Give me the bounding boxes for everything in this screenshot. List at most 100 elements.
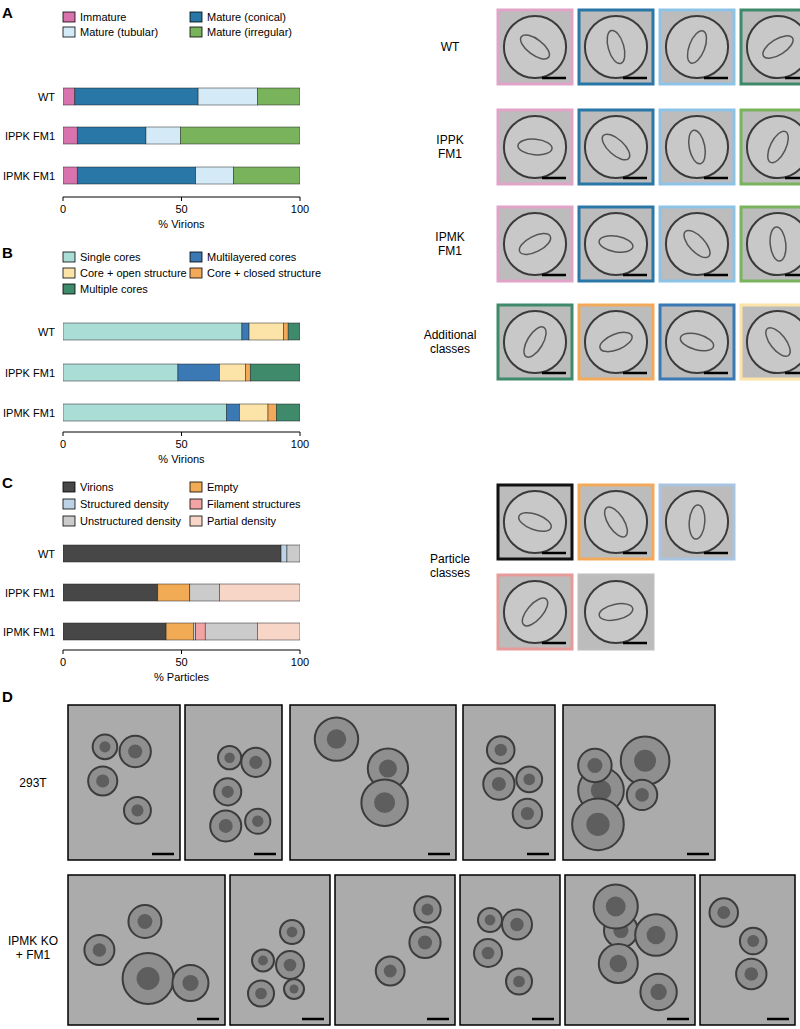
tomogram-image	[498, 110, 572, 184]
bar-segment	[288, 323, 300, 340]
legend-swatch	[63, 12, 75, 22]
axis-title: % Virions	[158, 218, 205, 230]
bar-segment	[63, 404, 227, 421]
bar-segment	[276, 404, 300, 421]
panel-label: C	[2, 474, 13, 491]
legend-swatch	[190, 252, 202, 262]
figure: ImmatureMature (conical)Mature (tubular)…	[0, 0, 800, 1029]
bar-segment	[196, 623, 205, 640]
tomogram-image	[741, 10, 800, 84]
bar-segment	[180, 127, 300, 144]
legend-swatch	[190, 516, 202, 526]
em-image	[68, 705, 180, 860]
legend-label: Single cores	[80, 251, 141, 263]
row-label: IPPKFM1	[436, 133, 463, 161]
bar-segment	[158, 584, 190, 601]
tomogram-image	[498, 575, 572, 649]
legend-swatch	[190, 482, 202, 492]
bar-segment	[281, 545, 287, 562]
category-label: IPPK FM1	[5, 130, 55, 142]
legend-swatch	[190, 12, 202, 22]
bar-segment	[287, 545, 300, 562]
tick	[63, 432, 64, 436]
tick	[63, 650, 64, 654]
legend-label: Core + open structure	[80, 267, 187, 279]
legend-label: Virions	[80, 481, 114, 493]
bar-segment	[268, 404, 276, 421]
em-image	[290, 705, 456, 860]
tick-label: 0	[60, 656, 66, 668]
legend-label: Filament structures	[207, 498, 301, 510]
row-label-line: + FM1	[16, 948, 51, 962]
bar-segment	[63, 584, 158, 601]
chart: ImmatureMature (conical)Mature (tubular)…	[3, 11, 309, 230]
tick	[181, 432, 182, 436]
em-image	[335, 875, 455, 1025]
legend-label: Partial density	[207, 515, 277, 527]
tick-label: 100	[291, 656, 309, 668]
chart: Single coresMultilayered coresCore + ope…	[3, 251, 321, 465]
tomogram-image	[579, 575, 653, 649]
bar-segment	[257, 623, 300, 640]
bar-segment	[77, 167, 196, 184]
tomogram-image	[579, 110, 653, 184]
row-label: Particleclasses	[430, 552, 470, 580]
row-label: 293T	[19, 776, 47, 790]
bar-segment	[63, 364, 178, 381]
bar-segment	[77, 127, 146, 144]
bar-segment	[190, 584, 220, 601]
bar-segment	[240, 404, 268, 421]
category-label: WT	[38, 91, 55, 103]
bar-segment	[257, 88, 300, 105]
legend-label: Multiple cores	[80, 283, 148, 295]
em-image	[68, 875, 225, 1025]
category-label: IPPK FM1	[5, 587, 55, 599]
legend-swatch	[63, 482, 75, 492]
em-image	[230, 875, 330, 1025]
row-label-line: IPMK	[435, 230, 464, 244]
legend-swatch	[63, 268, 75, 278]
tomogram-image	[741, 110, 800, 184]
legend-label: Unstructured density	[80, 515, 181, 527]
tick	[181, 197, 182, 201]
row-label-line: IPMK KO	[8, 934, 58, 948]
legend-label: Empty	[207, 481, 239, 493]
tick-label: 0	[60, 438, 66, 450]
axis-title: % Particles	[154, 671, 210, 683]
bar-segment	[63, 323, 242, 340]
legend-swatch	[190, 27, 202, 37]
tick-label: 100	[291, 438, 309, 450]
tomogram-image	[660, 10, 734, 84]
legend-label: Mature (conical)	[207, 11, 286, 23]
row-label: IPMKFM1	[435, 230, 464, 258]
bar-segment	[63, 167, 77, 184]
panel-label: B	[2, 244, 13, 261]
legend-swatch	[63, 284, 75, 294]
row-label-line: FM1	[438, 244, 462, 258]
panel-label: A	[2, 4, 13, 21]
bar-segment	[178, 364, 219, 381]
tick	[300, 650, 301, 654]
legend-label: Structured density	[80, 498, 169, 510]
tomogram-image	[660, 485, 734, 559]
bars	[63, 323, 300, 421]
em-image	[463, 705, 555, 860]
tomogram-image	[660, 207, 734, 281]
row-label: IPMK KO+ FM1	[8, 934, 58, 962]
bar-segment	[146, 127, 180, 144]
em-image	[700, 875, 795, 1025]
tomogram-image	[498, 305, 572, 379]
category-label: WT	[38, 326, 55, 338]
legend-swatch	[63, 516, 75, 526]
tomogram-image	[498, 207, 572, 281]
row-label-line: FM1	[438, 147, 462, 161]
tomogram-image	[498, 485, 572, 559]
panel-label: D	[2, 688, 13, 705]
bar-segment	[205, 623, 257, 640]
tomogram-image	[579, 10, 653, 84]
tick	[300, 432, 301, 436]
category-label: IPMK FM1	[3, 170, 55, 182]
row-label-line: Particle	[430, 552, 470, 566]
bar-segment	[63, 545, 281, 562]
tomogram-image	[579, 207, 653, 281]
